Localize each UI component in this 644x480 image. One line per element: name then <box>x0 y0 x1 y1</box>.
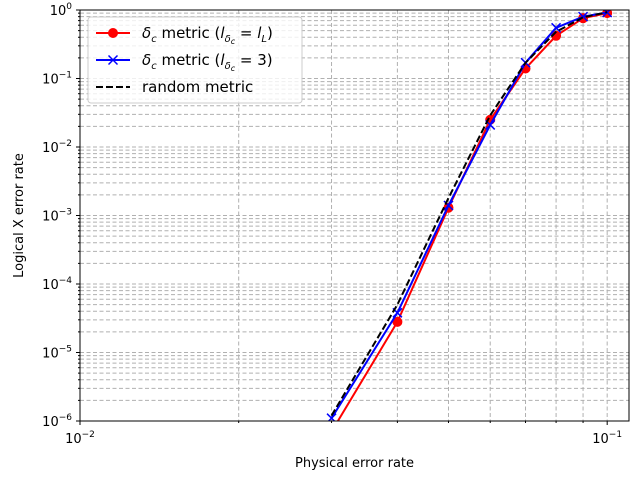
y-axis-label: Logical X error rate <box>12 153 27 278</box>
x-tick-label: 10−2 <box>65 430 95 447</box>
legend-label: δc metric (lδc = lL) <box>142 24 273 46</box>
legend-label: δc metric (lδc = 3) <box>142 51 273 73</box>
data-point-dc-il <box>327 427 336 436</box>
series-dc-3 <box>326 10 613 421</box>
series-layer <box>326 10 613 436</box>
legend-marker <box>107 54 119 66</box>
y-tick-label: 10−6 <box>42 413 72 430</box>
y-tick-label: 10−3 <box>42 208 72 225</box>
legend-marker <box>108 28 118 38</box>
y-tick-label: 10−4 <box>42 276 72 293</box>
legend-item-dc-il: δc metric (lδc = lL) <box>96 24 273 46</box>
data-point-dc-3 <box>326 413 337 421</box>
y-tick-label: 10−5 <box>42 345 72 362</box>
y-tick-label: 10−1 <box>42 71 72 88</box>
y-tick-label: 100 <box>50 2 73 19</box>
data-point-dc-il <box>392 316 403 327</box>
ticks: 10−2 10−1 10−6 10−5 10−4 10−3 10−2 10−1 100 <box>42 2 622 447</box>
series-random <box>330 11 608 417</box>
y-tick-label: 10−2 <box>42 139 72 156</box>
legend-item-random: random metric <box>96 78 253 96</box>
data-point-dc-3 <box>551 22 562 33</box>
series-line-random <box>330 11 608 417</box>
x-axis-label: Physical error rate <box>295 456 414 471</box>
x-tick-label: 10−1 <box>592 430 622 447</box>
legend: δc metric (lδc = lL) δc metric (lδc = 3) r… <box>87 16 303 104</box>
legend-box <box>87 16 303 104</box>
legend-label: random metric <box>142 78 253 96</box>
series-line-dc-3 <box>330 11 608 419</box>
legend-item-dc-3: δc metric (lδc = 3) <box>96 51 273 73</box>
